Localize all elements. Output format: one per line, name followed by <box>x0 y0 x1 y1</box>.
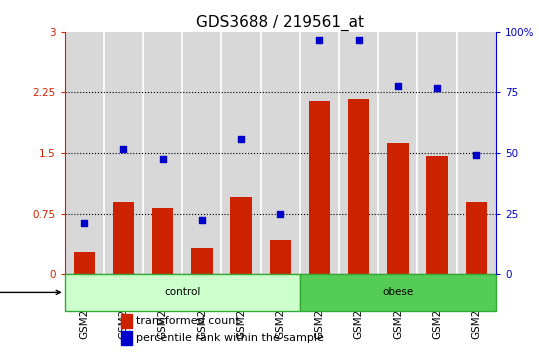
Bar <box>457 32 496 274</box>
Bar <box>466 201 487 274</box>
Point <box>393 83 402 89</box>
Point <box>354 37 363 43</box>
Point <box>119 146 128 152</box>
Point <box>198 217 206 223</box>
Bar <box>387 143 409 274</box>
Bar <box>230 198 252 274</box>
Bar <box>300 274 496 310</box>
Bar <box>300 32 339 274</box>
Point <box>80 221 88 226</box>
Text: transformed count: transformed count <box>136 316 239 326</box>
Bar <box>113 201 134 274</box>
Point <box>158 157 167 162</box>
Bar <box>65 32 104 274</box>
Point <box>276 211 285 216</box>
Bar <box>339 32 378 274</box>
Point <box>433 86 441 91</box>
Bar <box>261 32 300 274</box>
Bar <box>104 32 143 274</box>
Bar <box>426 156 448 274</box>
Bar <box>73 252 95 274</box>
Text: control: control <box>164 287 201 297</box>
Bar <box>270 240 291 274</box>
Text: percentile rank within the sample: percentile rank within the sample <box>136 333 324 343</box>
Bar <box>191 249 213 274</box>
Bar <box>65 274 300 310</box>
Bar <box>378 32 418 274</box>
Text: disease state: disease state <box>0 287 60 297</box>
Bar <box>182 32 222 274</box>
Bar <box>418 32 457 274</box>
Point <box>315 37 324 43</box>
Bar <box>152 208 174 274</box>
Text: obese: obese <box>382 287 413 297</box>
Bar <box>309 101 330 274</box>
Title: GDS3688 / 219561_at: GDS3688 / 219561_at <box>196 14 364 30</box>
Bar <box>222 32 261 274</box>
Bar <box>143 32 182 274</box>
Point <box>472 153 481 158</box>
Bar <box>121 314 132 328</box>
Bar <box>121 331 132 345</box>
Bar <box>348 99 369 274</box>
Point <box>237 137 245 142</box>
